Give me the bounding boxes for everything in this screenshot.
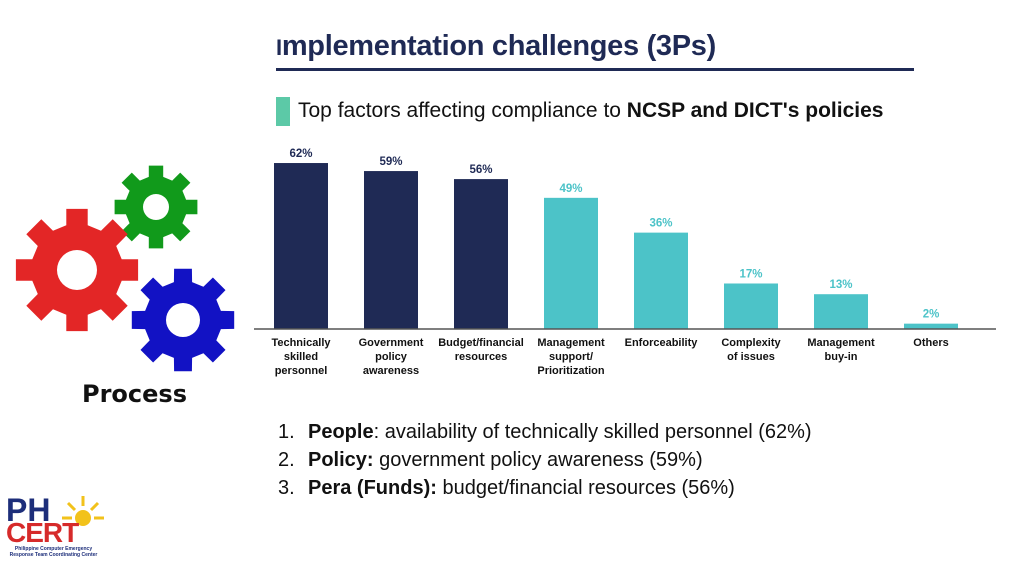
data-label-0: 62% [289, 148, 312, 160]
phcert-logo: PH CERT Philippine Computer Emergency Re… [4, 494, 106, 564]
slide-title: Implementation challenges (3Ps) [276, 30, 716, 63]
category-label-2: Budget/financial resources [438, 337, 524, 363]
title-rest: mplementation challenges (3Ps) [281, 30, 716, 62]
logo-text-cert: CERT [6, 517, 79, 548]
category-label-5: Complexity of issues [721, 337, 781, 363]
data-label-2: 56% [469, 164, 492, 176]
list-item: 3. Pera (Funds): budget/financial resourc… [278, 477, 735, 499]
key-points-list: 1. People: availability of technically sk… [278, 418, 812, 502]
bar-6 [814, 294, 868, 329]
title-underline [276, 68, 914, 71]
data-label-6: 13% [829, 279, 852, 291]
bar-0 [274, 163, 328, 329]
bar-7 [904, 323, 958, 329]
subtitle-prefix: Top factors affecting compliance to [298, 99, 627, 122]
sun-icon [62, 496, 104, 526]
process-label: Process [82, 380, 187, 408]
bar-chart: 62% Technically skilled personnel 59% Governm… [254, 148, 996, 377]
bar-4 [634, 232, 688, 329]
logo-text-ph: PH [6, 492, 51, 528]
data-label-4: 36% [649, 218, 672, 230]
category-label-6: Management buy-in [807, 337, 875, 363]
title-first-letter: I [276, 35, 282, 60]
category-label-0: Technically skilled personnel [271, 337, 331, 377]
bar-2 [454, 179, 508, 329]
logo-tagline: Philippine Computer Emergency Response T… [9, 546, 98, 558]
gear-blue-icon [131, 268, 235, 372]
data-label-1: 59% [379, 156, 402, 168]
subtitle-bold: NCSP and DICT's policies [626, 99, 884, 122]
data-label-7: 2% [923, 309, 940, 321]
category-label-1: Government policy awareness [359, 337, 424, 377]
bar-3 [544, 197, 598, 329]
category-label-3: Management support/Prioritization [537, 337, 605, 377]
subtitle-marker [276, 97, 290, 126]
gear-green-icon [114, 165, 198, 249]
gear-red-icon [15, 208, 139, 332]
gears-illustration [15, 165, 235, 372]
bar-5 [724, 283, 778, 329]
data-label-5: 17% [739, 268, 762, 280]
list-item: 1. People: availability of technically sk… [278, 421, 812, 443]
category-label-7: Others [913, 337, 948, 349]
chart-subtitle: Top factors affecting compliance to NCSP… [298, 99, 883, 123]
bar-1 [364, 171, 418, 329]
list-item: 2. Policy: government policy awareness (5… [278, 449, 703, 471]
data-label-3: 49% [559, 183, 582, 195]
category-label-4: Enforceability [625, 337, 699, 349]
